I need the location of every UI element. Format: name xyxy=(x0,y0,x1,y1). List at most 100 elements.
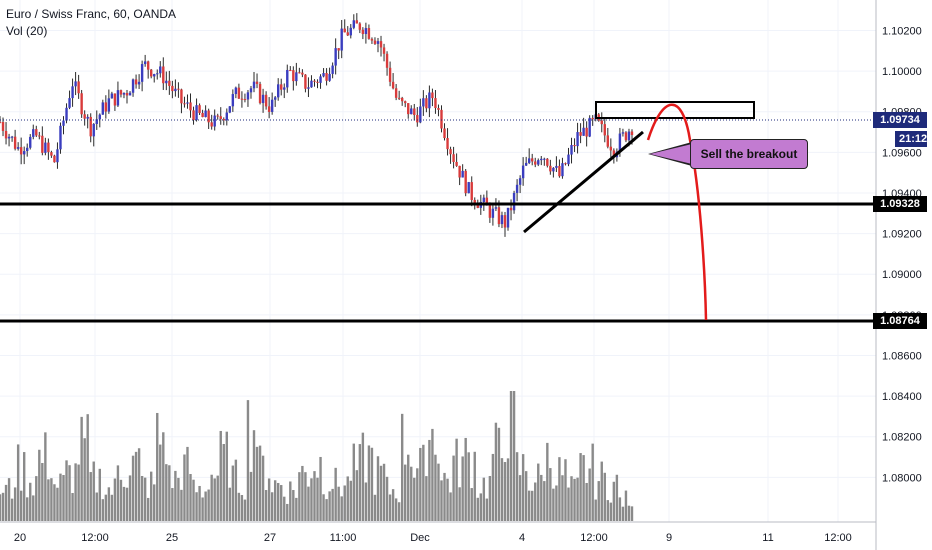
candle-body xyxy=(174,88,177,92)
candle-body xyxy=(537,160,540,165)
volume-bar xyxy=(270,492,274,521)
volume-bar xyxy=(627,505,631,521)
candle-body xyxy=(307,87,310,89)
candle-body xyxy=(210,122,213,127)
candle-body xyxy=(13,136,17,149)
volume-bar xyxy=(180,489,183,521)
volume-bar xyxy=(62,475,65,521)
candle-body xyxy=(361,29,365,35)
volume-bar xyxy=(355,470,359,521)
volume-bar xyxy=(219,430,222,521)
volume-bar xyxy=(165,464,168,521)
volume-bar xyxy=(573,478,576,521)
candle-body xyxy=(621,132,625,134)
volume-bar xyxy=(570,476,573,521)
volume-bar xyxy=(134,451,138,521)
volume-bar xyxy=(26,497,29,521)
volume-bar xyxy=(53,484,56,521)
volume-indicator-label[interactable]: Vol (20) xyxy=(6,24,48,38)
volume-bar xyxy=(567,487,570,521)
volume-bar xyxy=(370,447,374,521)
volume-bar xyxy=(210,474,213,521)
candle-body xyxy=(349,27,352,36)
resistance-box[interactable] xyxy=(595,101,755,119)
projection-curve[interactable] xyxy=(646,103,708,321)
candle-body xyxy=(376,41,380,44)
candle-body xyxy=(394,88,398,98)
volume-bar xyxy=(292,490,295,521)
volume-bar xyxy=(479,493,483,521)
time-tick-label: 12:00 xyxy=(81,532,109,544)
volume-bar xyxy=(189,474,192,521)
price-tick-label: 1.08200 xyxy=(882,432,922,444)
volume-bar xyxy=(410,466,413,521)
support-2-price-tag: 1.08764 xyxy=(873,313,927,329)
volume-bar xyxy=(518,475,522,521)
candle-body xyxy=(482,197,486,202)
candle-body xyxy=(310,80,313,88)
volume-bar xyxy=(153,484,156,521)
volume-bar xyxy=(461,456,464,521)
candle-body xyxy=(576,132,579,147)
volume-bar xyxy=(110,494,114,521)
volume-bar xyxy=(86,414,89,521)
volume-bar xyxy=(56,487,59,521)
candle-body xyxy=(455,161,458,166)
volume-bar xyxy=(119,479,123,521)
price-tick-label: 1.10200 xyxy=(882,25,922,37)
volume-bar xyxy=(89,472,92,521)
candle-body xyxy=(437,108,440,110)
candle-body xyxy=(579,132,582,136)
trend-line[interactable] xyxy=(523,130,644,234)
candle-body xyxy=(50,152,53,156)
candle-body xyxy=(304,74,307,89)
volume-bar xyxy=(59,473,62,521)
candle-body xyxy=(452,154,455,162)
volume-bar xyxy=(313,471,316,521)
candle-body xyxy=(358,23,362,30)
volume-bar xyxy=(588,468,591,521)
candle-body xyxy=(292,70,295,82)
candle-body xyxy=(80,93,83,115)
candle-body xyxy=(280,84,283,90)
volume-bar xyxy=(618,497,622,521)
volume-bar xyxy=(92,461,95,521)
candle-body xyxy=(301,72,304,75)
support-1-price-tag: 1.09328 xyxy=(873,196,927,212)
sell-breakout-callout[interactable]: Sell the breakout xyxy=(690,139,808,169)
candle-body xyxy=(422,98,425,107)
volume-bar xyxy=(464,437,467,521)
candle-body xyxy=(207,110,210,123)
volume-bar xyxy=(273,480,277,521)
candle-body xyxy=(425,98,428,109)
volume-bar xyxy=(455,438,458,521)
candle-body xyxy=(277,84,280,98)
volume-bar xyxy=(322,494,325,521)
volume-bar xyxy=(331,488,334,521)
candle-body xyxy=(101,102,105,115)
volume-bar xyxy=(512,391,516,521)
candle-body xyxy=(168,80,171,86)
candle-body xyxy=(500,215,504,225)
candle-body xyxy=(98,114,101,120)
candle-body xyxy=(125,92,129,96)
symbol-title[interactable]: Euro / Swiss Franc, 60, OANDA xyxy=(6,7,177,21)
volume-bar xyxy=(521,454,525,521)
candle-body xyxy=(0,121,2,123)
candle-body xyxy=(558,165,561,177)
volume-bar xyxy=(234,459,238,521)
volume-bar xyxy=(334,467,337,521)
volume-bar xyxy=(543,481,546,521)
volume-bar xyxy=(13,487,17,521)
candle-body xyxy=(183,103,186,105)
time-tick-label: 25 xyxy=(166,532,178,544)
volume-bar xyxy=(32,495,35,521)
volume-bar xyxy=(367,445,371,521)
candle-body xyxy=(29,136,32,148)
volume-bar xyxy=(328,491,331,521)
volume-bar xyxy=(343,485,346,521)
volume-bar xyxy=(527,490,531,521)
candle-body xyxy=(10,136,14,138)
price-tick-label: 1.08600 xyxy=(882,350,922,362)
